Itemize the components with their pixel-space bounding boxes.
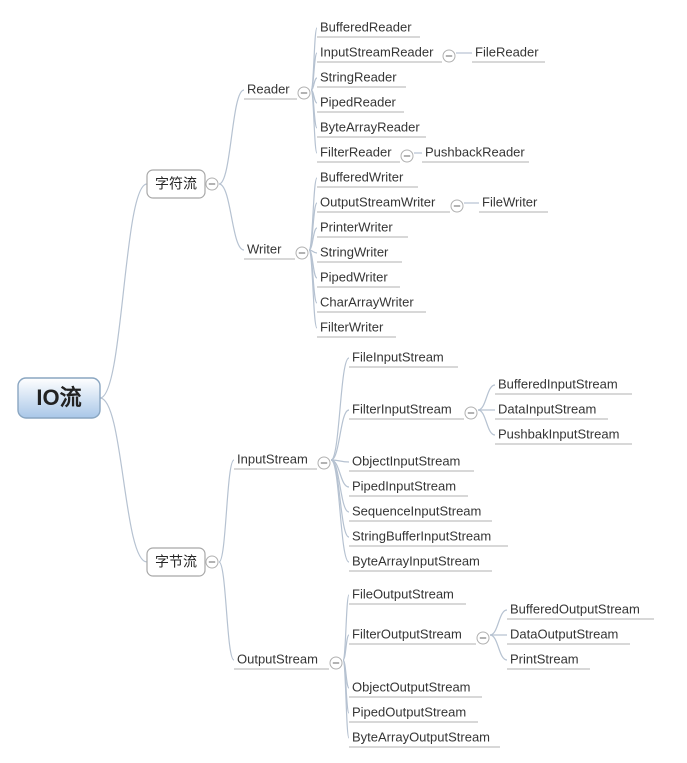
svg-text:StringWriter: StringWriter bbox=[320, 244, 389, 259]
svg-text:FileReader: FileReader bbox=[475, 44, 539, 59]
svg-text:ObjectInputStream: ObjectInputStream bbox=[352, 453, 460, 468]
node-bos: BufferedOutputStream bbox=[507, 601, 654, 619]
node-dis: DataInputStream bbox=[495, 401, 608, 419]
node-writer: Writer bbox=[244, 241, 295, 259]
svg-text:ByteArrayReader: ByteArrayReader bbox=[320, 119, 420, 134]
svg-text:StringReader: StringReader bbox=[320, 69, 397, 84]
node-filtos: FilterOutputStream bbox=[349, 626, 476, 644]
svg-text:CharArrayWriter: CharArrayWriter bbox=[320, 294, 414, 309]
node-filewriter: FileWriter bbox=[479, 194, 548, 212]
node-fos: FileOutputStream bbox=[349, 586, 466, 604]
collapse-isr[interactable] bbox=[443, 50, 455, 62]
node-sbis: StringBufferInputStream bbox=[349, 528, 508, 546]
node-oos: ObjectOutputStream bbox=[349, 679, 482, 697]
node-pbis: PushbakInputStream bbox=[495, 426, 632, 444]
node-reader: Reader bbox=[244, 81, 297, 99]
node-ois: ObjectInputStream bbox=[349, 453, 474, 471]
node-filtis: FilterInputStream bbox=[349, 401, 464, 419]
svg-text:PrintStream: PrintStream bbox=[510, 651, 579, 666]
svg-text:PipedWriter: PipedWriter bbox=[320, 269, 388, 284]
collapse-writer[interactable] bbox=[296, 247, 308, 259]
node-bufreader: BufferedReader bbox=[317, 19, 420, 37]
svg-text:FilterWriter: FilterWriter bbox=[320, 319, 384, 334]
node-bais: ByteArrayInputStream bbox=[349, 553, 492, 571]
collapse-outputStream[interactable] bbox=[330, 657, 342, 669]
node-pipwriter: PipedWriter bbox=[317, 269, 400, 287]
svg-text:FileOutputStream: FileOutputStream bbox=[352, 586, 454, 601]
svg-text:InputStreamReader: InputStreamReader bbox=[320, 44, 434, 59]
node-isr: InputStreamReader bbox=[317, 44, 442, 62]
node-pwriter: PrinterWriter bbox=[317, 219, 408, 237]
svg-text:OutputStreamWriter: OutputStreamWriter bbox=[320, 194, 436, 209]
svg-text:PushbakInputStream: PushbakInputStream bbox=[498, 426, 619, 441]
svg-text:BufferedOutputStream: BufferedOutputStream bbox=[510, 601, 640, 616]
svg-text:FilterOutputStream: FilterOutputStream bbox=[352, 626, 462, 641]
root-node[interactable]: IO流 bbox=[18, 378, 100, 418]
node-baos: ByteArrayOutputStream bbox=[349, 729, 500, 747]
svg-text:OutputStream: OutputStream bbox=[237, 651, 318, 666]
svg-text:FilterReader: FilterReader bbox=[320, 144, 392, 159]
mindmap-canvas: IO流 字符流字节流 Reader Writer InputStream OutputSt… bbox=[0, 0, 687, 763]
node-outputStream: OutputStream bbox=[234, 651, 329, 669]
node-filereader: FileReader bbox=[472, 44, 545, 62]
branch-byte[interactable]: 字节流 bbox=[147, 548, 205, 576]
collapse-reader[interactable] bbox=[298, 87, 310, 99]
svg-text:PushbackReader: PushbackReader bbox=[425, 144, 525, 159]
node-dos: DataOutputStream bbox=[507, 626, 630, 644]
collapse-filtos[interactable] bbox=[477, 632, 489, 644]
svg-text:BufferedWriter: BufferedWriter bbox=[320, 169, 404, 184]
svg-text:字节流: 字节流 bbox=[155, 554, 197, 570]
svg-text:ByteArrayOutputStream: ByteArrayOutputStream bbox=[352, 729, 490, 744]
svg-text:DataInputStream: DataInputStream bbox=[498, 401, 596, 416]
collapse-char[interactable] bbox=[206, 178, 218, 190]
node-osw: OutputStreamWriter bbox=[317, 194, 450, 212]
branch-char[interactable]: 字符流 bbox=[147, 170, 205, 198]
node-pos: PipedOutputStream bbox=[349, 704, 478, 722]
collapse-byte[interactable] bbox=[206, 556, 218, 568]
svg-text:ObjectOutputStream: ObjectOutputStream bbox=[352, 679, 471, 694]
node-bis: BufferedInputStream bbox=[495, 376, 632, 394]
svg-text:SequenceInputStream: SequenceInputStream bbox=[352, 503, 481, 518]
svg-text:PipedOutputStream: PipedOutputStream bbox=[352, 704, 466, 719]
node-pushreader: PushbackReader bbox=[422, 144, 529, 162]
collapse-freader[interactable] bbox=[401, 150, 413, 162]
svg-text:字符流: 字符流 bbox=[155, 176, 197, 192]
svg-text:PipedInputStream: PipedInputStream bbox=[352, 478, 456, 493]
node-seqis: SequenceInputStream bbox=[349, 503, 492, 521]
node-sreader: StringReader bbox=[317, 69, 406, 87]
node-fis: FileInputStream bbox=[349, 349, 458, 367]
svg-text:FilterInputStream: FilterInputStream bbox=[352, 401, 452, 416]
collapse-filtis[interactable] bbox=[465, 407, 477, 419]
node-pis: PipedInputStream bbox=[349, 478, 468, 496]
node-swriter: StringWriter bbox=[317, 244, 402, 262]
node-fwriter: FilterWriter bbox=[317, 319, 396, 337]
collapse-inputStream[interactable] bbox=[318, 457, 330, 469]
svg-text:PipedReader: PipedReader bbox=[320, 94, 397, 109]
collapse-osw[interactable] bbox=[451, 200, 463, 212]
node-pstream: PrintStream bbox=[507, 651, 590, 669]
svg-text:BufferedInputStream: BufferedInputStream bbox=[498, 376, 618, 391]
node-freader: FilterReader bbox=[317, 144, 400, 162]
svg-text:PrinterWriter: PrinterWriter bbox=[320, 219, 393, 234]
svg-text:FileWriter: FileWriter bbox=[482, 194, 538, 209]
node-cawriter: CharArrayWriter bbox=[317, 294, 426, 312]
svg-text:FileInputStream: FileInputStream bbox=[352, 349, 444, 364]
svg-text:IO流: IO流 bbox=[36, 385, 81, 410]
svg-text:DataOutputStream: DataOutputStream bbox=[510, 626, 618, 641]
svg-text:BufferedReader: BufferedReader bbox=[320, 19, 412, 34]
node-bufwriter: BufferedWriter bbox=[317, 169, 418, 187]
svg-text:StringBufferInputStream: StringBufferInputStream bbox=[352, 528, 491, 543]
node-inputStream: InputStream bbox=[234, 451, 317, 469]
svg-text:InputStream: InputStream bbox=[237, 451, 308, 466]
svg-text:Writer: Writer bbox=[247, 241, 282, 256]
svg-text:Reader: Reader bbox=[247, 81, 290, 96]
node-preader: PipedReader bbox=[317, 94, 404, 112]
node-bareader: ByteArrayReader bbox=[317, 119, 426, 137]
svg-text:ByteArrayInputStream: ByteArrayInputStream bbox=[352, 553, 480, 568]
